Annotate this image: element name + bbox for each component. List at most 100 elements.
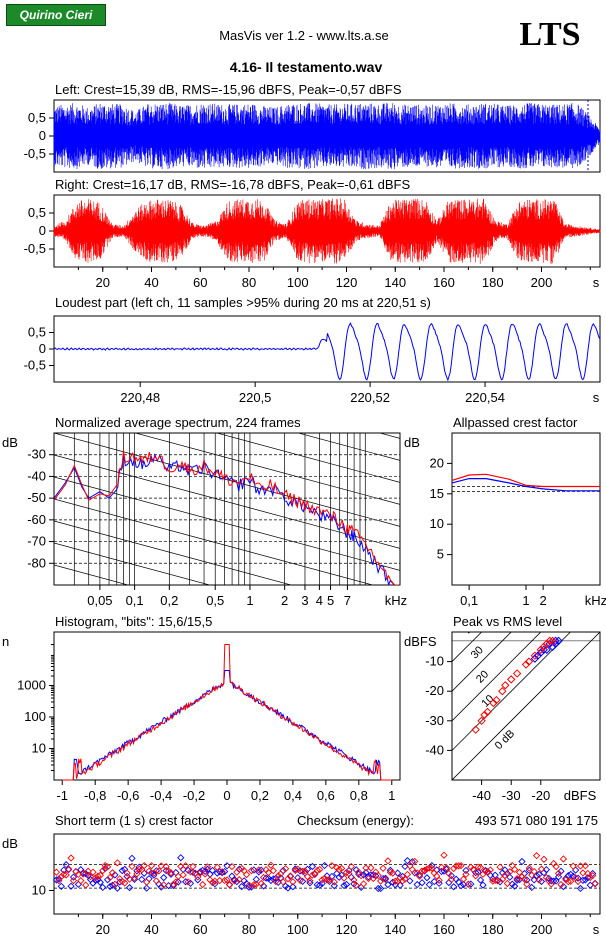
short-crest-point-right xyxy=(269,866,278,875)
short-crest-point-right xyxy=(591,880,599,888)
short-crest-point-right xyxy=(547,880,555,888)
short-crest-point-right xyxy=(157,862,165,870)
spectrum-slope-line xyxy=(54,476,400,571)
short-crest-point-right xyxy=(567,877,575,885)
short-crest-point-right xyxy=(308,871,317,879)
spectrum-ytick-label: -50 xyxy=(27,490,46,505)
short_crest-xtick-label: 100 xyxy=(287,922,309,937)
spectrum-slope-line xyxy=(54,697,400,790)
short-crest-point-right xyxy=(415,872,424,880)
crest_ap-xtick-label: 1 xyxy=(522,593,529,608)
spectrum-slope-line xyxy=(54,542,211,585)
short-crest-point-right xyxy=(425,864,434,872)
short-crest-point-right xyxy=(362,864,370,872)
peak-rms-crest-label: 30 xyxy=(469,644,486,661)
short-crest-point-left xyxy=(403,857,412,865)
short-crest-point-right xyxy=(369,874,377,883)
short-crest-point-right xyxy=(557,880,565,889)
short-crest-point-right xyxy=(218,868,226,876)
short-crest-point-left xyxy=(437,867,446,876)
right_wave-xtick-label: 20 xyxy=(96,275,110,290)
short-crest-point-right xyxy=(179,871,187,879)
short-crest-point-left xyxy=(571,866,580,874)
left_wave-ytick-label: -0,5 xyxy=(24,146,46,161)
short-crest-point-left xyxy=(194,876,202,884)
short-crest-point-left xyxy=(381,874,390,882)
peak_rms-xtick-label: -40 xyxy=(472,788,491,803)
short-crest-point-right xyxy=(228,862,236,871)
peak_rms-ytick-label: -30 xyxy=(425,713,444,728)
short-crest-point-right xyxy=(496,863,504,871)
short-crest-point-left xyxy=(530,876,538,884)
short-crest-point-right xyxy=(169,880,178,888)
short-crest-point-left xyxy=(342,880,351,889)
peak_rms-ytick-label: -40 xyxy=(425,742,444,757)
checksum-value: 493 571 080 191 175 xyxy=(475,813,598,828)
short-crest-point-right xyxy=(313,866,321,874)
short-crest-point-right xyxy=(77,877,85,885)
peak-rms-crest-label: 40 xyxy=(463,620,480,637)
short-crest-point-right xyxy=(589,872,597,880)
short-crest-point-right xyxy=(511,865,519,874)
short-crest-point-right xyxy=(255,866,263,874)
short-crest-point-right xyxy=(111,880,119,888)
short-crest-point-right xyxy=(513,875,521,883)
short-crest-point-left xyxy=(162,866,170,875)
short-crest-point-left xyxy=(218,869,226,877)
short-crest-point-left xyxy=(252,875,260,883)
short-crest-point-right xyxy=(216,876,224,885)
short-crest-point-right xyxy=(408,865,416,874)
short-crest-point-right xyxy=(242,870,251,879)
short-crest-point-left xyxy=(308,862,317,871)
right_wave-xtick-label: 80 xyxy=(242,275,256,290)
short_crest-title: Short term (1 s) crest factor xyxy=(55,813,214,828)
short-crest-point-right xyxy=(318,876,326,884)
short-crest-point-right xyxy=(147,862,156,870)
short-crest-point-left xyxy=(298,877,307,885)
short-crest-point-left xyxy=(364,873,373,881)
short-crest-point-left xyxy=(69,873,78,881)
peak-rms-crest-label: 20 xyxy=(474,668,491,685)
crest_ap-ytick-label: 15 xyxy=(430,486,444,501)
short-crest-point-right xyxy=(520,875,529,883)
peak-rms-crest-line xyxy=(452,632,600,780)
histogram-title: Histogram, "bits": 15,6/15,5 xyxy=(55,614,212,629)
short-crest-point-right xyxy=(213,863,221,871)
peak-rms-point-right xyxy=(480,710,489,720)
peak-rms-point-right xyxy=(498,686,507,696)
short-crest-point-right xyxy=(403,870,412,879)
short-crest-point-right xyxy=(155,867,163,875)
short-crest-point-left xyxy=(64,866,73,874)
right_wave-xtick-label: 100 xyxy=(287,275,309,290)
short_crest-xtick-label: 180 xyxy=(482,922,504,937)
spectrum-xtick-label: 0,2 xyxy=(160,593,178,608)
short-crest-point-right xyxy=(272,877,280,886)
short-crest-point-right xyxy=(418,867,426,875)
short-crest-point-left xyxy=(111,871,119,879)
short-crest-point-right xyxy=(457,861,465,870)
peak-rms-point-right xyxy=(471,725,480,734)
short-crest-point-right xyxy=(135,865,143,873)
spectrum-ytick-label: -70 xyxy=(27,534,46,549)
right_wave-title: Right: Crest=16,17 dB, RMS=-16,78 dBFS, … xyxy=(55,177,410,192)
peak-rms-point-left xyxy=(542,645,551,654)
short-crest-point-left xyxy=(67,882,75,890)
spectrum-xtick-label: 2 xyxy=(281,593,288,608)
histogram-ylabel: n xyxy=(2,634,9,649)
short-crest-point-right xyxy=(52,868,61,876)
crest_ap-ylabel: dB xyxy=(404,435,420,450)
loudest-ytick-label: 0,5 xyxy=(28,325,46,340)
short-crest-point-left xyxy=(523,876,531,884)
peak-rms-point-right xyxy=(548,636,557,646)
spectrum-slope-line xyxy=(54,675,400,768)
short-crest-point-left xyxy=(447,871,455,880)
short-crest-point-right xyxy=(62,871,70,879)
short-crest-point-right xyxy=(359,880,368,888)
spectrum-ytick-label: -80 xyxy=(27,555,46,570)
short-crest-point-left xyxy=(559,882,568,891)
short-crest-point-right xyxy=(140,861,148,870)
short_crest-frame xyxy=(53,833,601,915)
short-crest-point-right xyxy=(347,862,356,871)
